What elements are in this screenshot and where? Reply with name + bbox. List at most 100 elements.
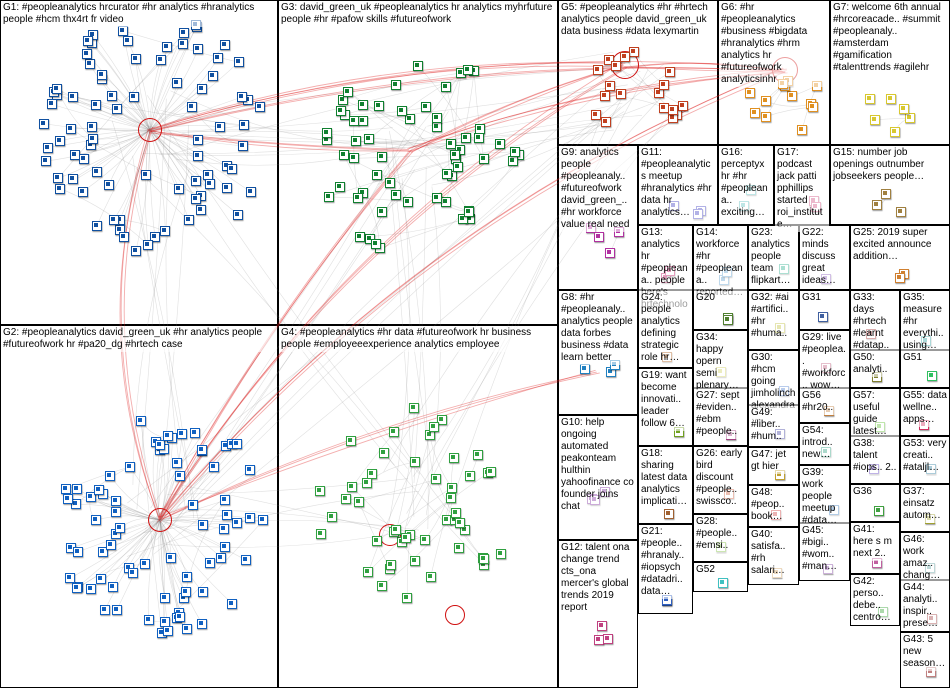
network-node <box>128 568 138 578</box>
network-node <box>354 497 364 507</box>
network-node <box>322 128 332 138</box>
network-node <box>220 40 230 50</box>
network-node <box>246 187 256 197</box>
network-node <box>129 92 139 102</box>
network-node <box>397 106 407 116</box>
network-node <box>191 194 201 204</box>
network-node <box>208 71 218 81</box>
group-g6: G6: #hr #peopleanalytics #business #bigd… <box>718 0 830 145</box>
network-node <box>335 182 345 192</box>
network-node <box>745 88 755 98</box>
network-node <box>750 108 760 118</box>
network-node <box>143 240 153 250</box>
group-g48: G48: #peop.. book… <box>748 485 799 527</box>
network-node <box>346 436 356 446</box>
network-node <box>454 543 464 553</box>
network-node <box>874 506 884 516</box>
network-node <box>865 94 875 104</box>
network-node <box>432 193 442 203</box>
network-node <box>245 513 255 523</box>
group-g13: G13: analytics hr #peopleana.. people he… <box>638 225 693 290</box>
network-node <box>377 207 387 217</box>
network-node <box>870 115 880 125</box>
network-node <box>68 92 78 102</box>
group-g28: G28: #people.. #emsi.. <box>693 514 748 562</box>
group-label: G29: live #peoplea.. #workforc.. wow… <box>800 331 849 393</box>
group-label: G4: #peopleanalytics #hr data #futureofw… <box>279 326 557 352</box>
network-node <box>118 26 128 36</box>
network-node <box>255 102 265 112</box>
network-node <box>73 547 83 557</box>
network-node <box>447 483 457 493</box>
network-node <box>78 187 88 197</box>
network-node <box>446 493 456 503</box>
network-node <box>364 134 374 144</box>
network-node <box>181 587 191 597</box>
network-node <box>172 78 182 88</box>
network-node <box>723 315 733 325</box>
group-g7: G7: welcome 6th annual #hrcoreacade.. #s… <box>830 0 950 145</box>
network-node <box>668 105 678 115</box>
network-node <box>123 36 133 46</box>
group-g31: G31 <box>799 290 850 330</box>
network-node <box>386 560 396 570</box>
network-node <box>341 494 351 504</box>
network-node <box>141 170 151 180</box>
network-node <box>808 102 818 112</box>
network-node <box>55 136 65 146</box>
network-node <box>442 169 452 179</box>
network-node <box>190 428 200 438</box>
network-node <box>453 162 463 172</box>
network-node <box>245 465 255 475</box>
network-node <box>611 61 621 71</box>
group-label: G9: analytics people #peopleanaly.. #fut… <box>559 146 637 232</box>
network-node <box>106 540 116 550</box>
group-label: G22: minds discuss great ideas… <box>800 226 849 288</box>
network-node <box>83 36 93 46</box>
network-node <box>92 167 102 177</box>
network-node <box>315 486 325 496</box>
network-node <box>111 496 121 506</box>
group-label: G24: people analytics defining strategic… <box>639 291 692 365</box>
network-node <box>155 440 165 450</box>
group-label: G45: #bigi.. #wom.. #man… <box>800 524 849 574</box>
group-g42: G42: perso.. debe.. centro… <box>850 574 900 626</box>
group-g40: G40: satisfa.. #rh salari… <box>748 527 799 585</box>
network-node <box>187 102 197 112</box>
network-node <box>182 572 192 582</box>
network-node <box>112 104 122 114</box>
network-node <box>233 210 243 220</box>
group-g8: G8: #hr #peopleanaly.. analytics people … <box>558 290 638 415</box>
network-node <box>63 494 73 504</box>
network-node <box>429 422 439 432</box>
network-node <box>163 626 173 636</box>
group-label: G35: measure #hr everythi.. using… <box>901 291 949 353</box>
network-node <box>603 634 613 644</box>
network-node <box>349 153 359 163</box>
network-node <box>258 515 268 525</box>
network-node <box>131 54 141 64</box>
group-g10: G10: help ongoing automated peakonteam h… <box>558 415 638 540</box>
network-node <box>629 47 639 57</box>
group-label: G43: 5 new season… <box>901 633 949 671</box>
group-label: G48: #peop.. book… <box>749 486 798 524</box>
network-node <box>197 84 207 94</box>
network-node <box>52 84 62 94</box>
network-node <box>115 523 125 533</box>
network-node <box>175 612 185 622</box>
network-node <box>53 173 63 183</box>
network-node <box>184 215 194 225</box>
network-node <box>327 512 337 522</box>
network-node <box>112 605 122 615</box>
network-node <box>510 147 520 157</box>
network-node <box>66 124 76 134</box>
network-node <box>140 559 150 569</box>
network-node <box>104 180 114 190</box>
network-node <box>109 215 119 225</box>
network-node <box>349 116 359 126</box>
network-node <box>872 200 882 210</box>
network-node <box>580 364 590 374</box>
network-node <box>410 457 420 467</box>
network-node <box>464 207 474 217</box>
hub-ring <box>445 605 465 625</box>
